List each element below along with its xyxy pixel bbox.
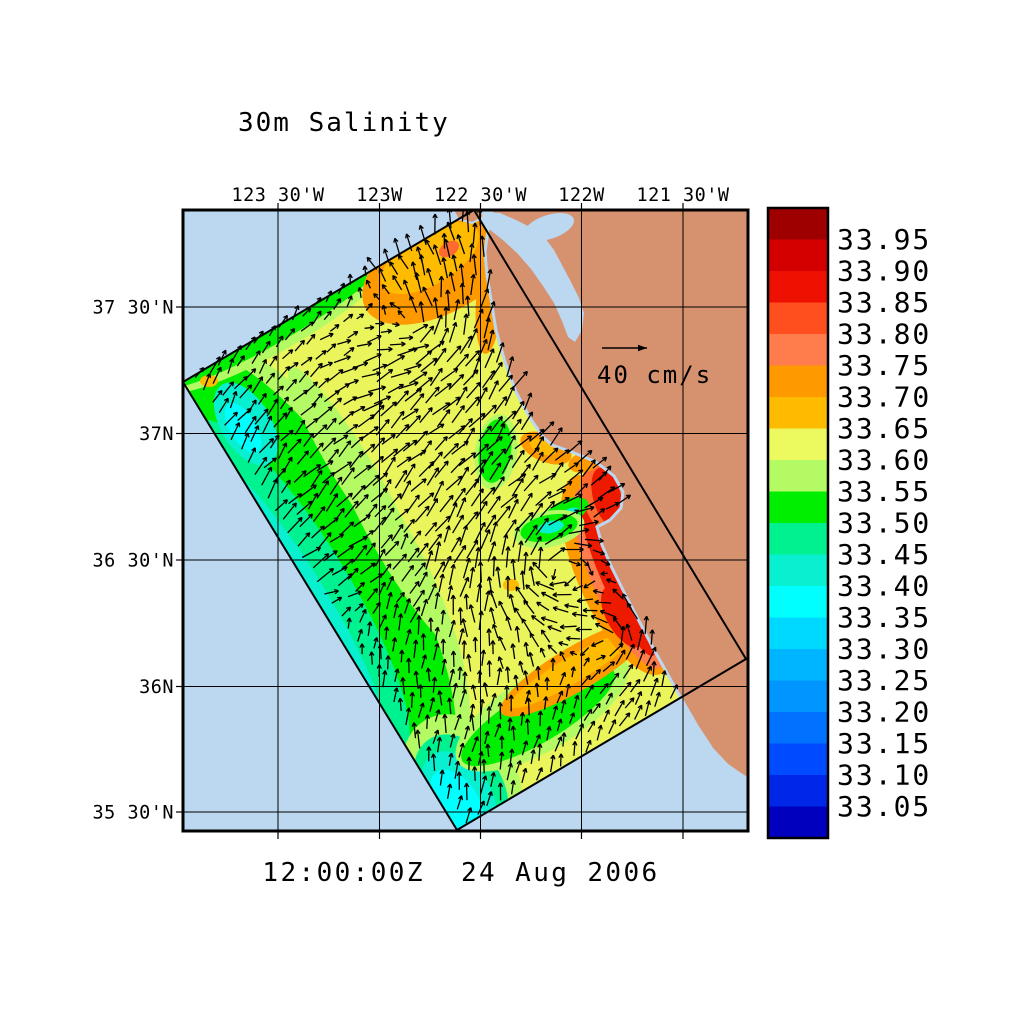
colorbar-tick-label: 33.65: [837, 412, 931, 445]
x-axis-tick-label: 123W: [356, 185, 403, 206]
map-area: 40 cm/s: [183, 210, 748, 831]
colorbar-border: [766, 206, 830, 840]
colorbar-segment: [768, 302, 828, 335]
colorbar-segment: [768, 806, 828, 839]
reference-arrowhead: [638, 344, 647, 352]
colorbar-segment: [768, 712, 828, 744]
colorbar-segment: [768, 743, 828, 776]
y-axis-tick-label: 36 30'N: [93, 551, 174, 572]
colorbar-segment: [768, 491, 828, 524]
axes: 123 30'W 123W 122 30'W 122W 121 30'W 37 30'N 3…: [93, 185, 750, 839]
colorbar-tick-label: 33.20: [837, 696, 931, 729]
colorbar-segment: [768, 523, 828, 555]
y-axis-tick-label: 36N: [139, 677, 174, 698]
land-coastline: [451, 210, 748, 781]
colorbar: 33.9533.9033.8533.8033.7533.7033.6533.60…: [766, 206, 931, 840]
colorbar-segment: [768, 649, 828, 681]
colorbar-segment: [768, 239, 828, 272]
colorbar-segment: [768, 208, 828, 240]
timestamp-label: 12:00:00Z 24 Aug 2006: [262, 858, 659, 888]
reference-vector-label: 40 cm/s: [597, 361, 712, 389]
x-axis-tick-label: 121 30'W: [636, 185, 729, 206]
colorbar-segment: [768, 586, 828, 618]
colorbar-segment: [768, 428, 828, 461]
colorbar-segment: [768, 397, 828, 429]
san-francisco-bay: [481, 212, 584, 342]
colorbar-tick-label: 33.05: [837, 790, 931, 823]
map-frame: [181, 208, 750, 833]
colorbar-segment: [768, 271, 828, 303]
colorbar-tick-label: 33.75: [837, 349, 931, 382]
colorbar-tick-label: 33.40: [837, 570, 931, 603]
plot-title: 30m Salinity: [238, 108, 450, 138]
colorbar-tick-label: 33.35: [837, 601, 931, 634]
colorbar-tick-label: 33.50: [837, 507, 931, 540]
y-axis-tick-label: 37N: [139, 424, 174, 445]
colorbar-tick-label: 33.45: [837, 538, 931, 571]
colorbar-segment: [768, 554, 828, 587]
colorbar-tick-label: 33.95: [837, 223, 931, 256]
colorbar-segment: [768, 680, 828, 713]
colorbar-segment: [768, 365, 828, 398]
colorbar-tick-label: 33.15: [837, 727, 931, 760]
colorbar-tick-label: 33.90: [837, 255, 931, 288]
colorbar-tick-label: 33.55: [837, 475, 931, 508]
current-vectors: [194, 210, 679, 824]
y-axis-tick-label: 35 30'N: [93, 803, 174, 824]
colorbar-segment: [768, 334, 828, 366]
colorbar-segment: [768, 617, 828, 650]
colorbar-segment: [768, 460, 828, 492]
colorbar-tick-label: 33.30: [837, 633, 931, 666]
reference-vector: 40 cm/s: [597, 344, 712, 389]
axis-ticks: [176, 203, 684, 839]
colorbar-tick-label: 33.10: [837, 759, 931, 792]
colorbar-tick-label: 33.85: [837, 286, 931, 319]
y-axis-tick-label: 37 30'N: [93, 298, 174, 319]
x-axis-tick-label: 123 30'W: [231, 185, 324, 206]
colorbar-segment: [768, 775, 828, 807]
x-axis-tick-label: 122 30'W: [434, 185, 527, 206]
colorbar-tick-label: 33.70: [837, 381, 931, 414]
colorbar-tick-label: 33.80: [837, 318, 931, 351]
colorbar-tick-label: 33.60: [837, 444, 931, 477]
x-axis-tick-label: 122W: [558, 185, 605, 206]
colorbar-tick-label: 33.25: [837, 664, 931, 697]
